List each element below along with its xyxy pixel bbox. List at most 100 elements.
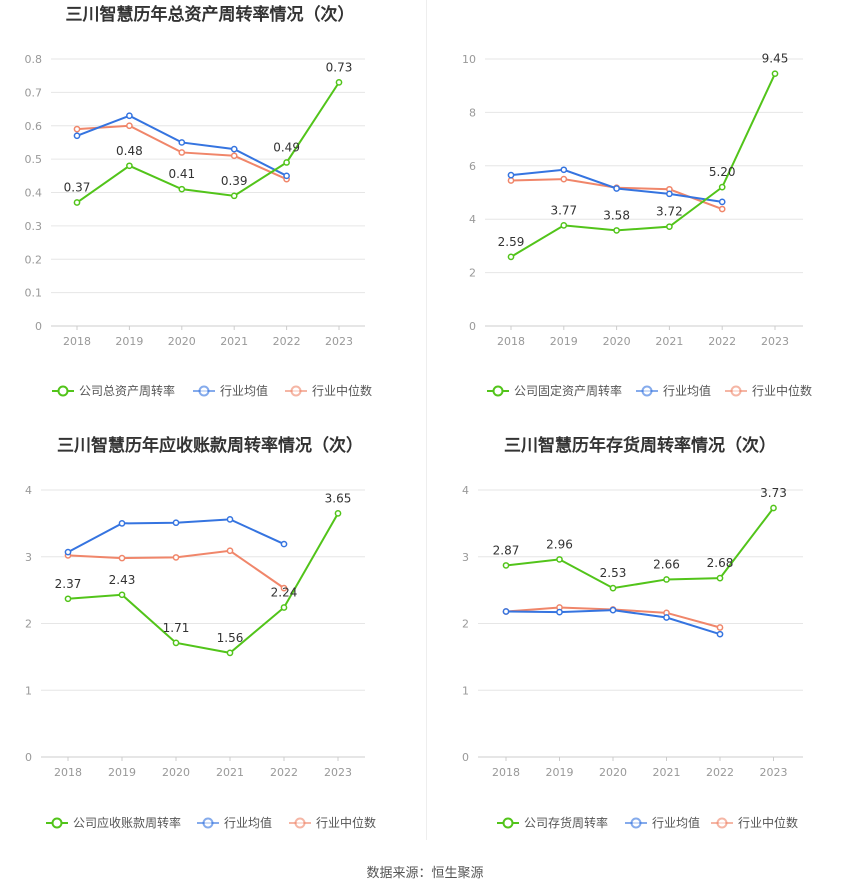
y-tick-label: 3 — [25, 551, 32, 564]
data-label: 3.77 — [550, 203, 577, 217]
legend-item-company[interactable]: 公司应收账款周转率 — [46, 815, 181, 830]
x-tick-label: 2022 — [706, 766, 734, 779]
x-tick-label: 2018 — [63, 335, 91, 348]
chart-receivables-turnover: 三川智慧历年应收账款周转率情况（次） 0 1 2 3 4 2018 2019 2020 2021 2… — [25, 435, 376, 830]
data-point-company — [283, 159, 290, 166]
legend-item-median[interactable]: 行业中位数 — [285, 383, 372, 398]
data-point-company — [613, 227, 620, 234]
data-point-median — [73, 125, 81, 133]
data-point-company — [178, 185, 186, 193]
x-tick-label: 2018 — [492, 766, 520, 779]
x-tick-label: 2020 — [168, 335, 196, 348]
x-tick-label: 2021 — [655, 335, 683, 348]
data-point-median — [560, 175, 568, 183]
data-point-company — [560, 221, 568, 229]
data-point-median — [118, 554, 126, 562]
data-point-company — [718, 183, 726, 191]
data-point-avg — [502, 608, 510, 615]
legend-marker — [294, 817, 306, 829]
y-tick-label: 0.2 — [25, 253, 43, 266]
data-label: 2.59 — [498, 235, 525, 249]
legend-item-company[interactable]: 公司总资产周转率 — [52, 383, 175, 398]
legend-label: 行业均值 — [663, 383, 711, 398]
x-tick-label: 2023 — [325, 335, 353, 348]
y-tick-label: 6 — [469, 160, 476, 173]
vertical-divider — [426, 0, 427, 840]
y-tick-label: 0 — [462, 751, 469, 764]
y-tick-label: 10 — [462, 53, 476, 66]
data-label: 2.43 — [109, 573, 136, 587]
legend-label: 行业中位数 — [316, 815, 376, 830]
data-point-company — [771, 70, 779, 78]
y-tick-label: 1 — [25, 684, 32, 697]
y-tick-label: 0.3 — [25, 220, 43, 233]
chart-total-asset-turnover: 三川智慧历年总资产周转率情况（次） 0 0.1 0.2 0.3 0.4 0.5 0.6 0.7 0… — [25, 4, 373, 398]
data-point-avg — [663, 614, 670, 621]
series-line-company — [505, 507, 775, 590]
data-point-median — [230, 152, 238, 160]
data-point-company — [226, 649, 234, 657]
y-tick-label: 0 — [35, 320, 42, 333]
chart-title: 三川智慧历年应收账款周转率情况（次） — [57, 435, 363, 456]
legend-marker — [641, 385, 653, 397]
data-point-avg — [126, 112, 133, 120]
data-point-avg — [609, 606, 617, 614]
data-point-company — [334, 510, 342, 517]
y-tick-label: 0.4 — [25, 187, 43, 200]
data-label: 0.41 — [168, 167, 195, 181]
series-line-company — [76, 81, 340, 204]
data-label: 0.48 — [116, 144, 143, 158]
x-tick-label: 2020 — [599, 766, 627, 779]
y-tick-label: 2 — [469, 267, 476, 280]
data-point-company — [663, 576, 670, 583]
legend-label: 行业中位数 — [752, 383, 812, 398]
legend-item-company[interactable]: 公司存货周转率 — [497, 815, 608, 830]
data-point-avg — [172, 519, 180, 527]
series-line-avg — [505, 609, 721, 636]
data-point-company — [609, 584, 617, 592]
data-point-median — [718, 205, 726, 213]
data-point-avg — [73, 132, 81, 140]
x-tick-label: 2022 — [708, 335, 736, 348]
data-label: 2.68 — [707, 556, 734, 570]
data-point-median — [716, 624, 724, 631]
chart-inventory-turnover: 三川智慧历年存货周转率情况（次） 0 1 2 3 4 2018 2019 2020 2021 202… — [462, 435, 803, 830]
data-point-company — [126, 162, 133, 170]
legend-item-avg[interactable]: 行业均值 — [193, 383, 268, 398]
data-point-avg — [560, 166, 568, 174]
y-tick-label: 8 — [469, 106, 476, 119]
legend-item-median[interactable]: 行业中位数 — [725, 383, 812, 398]
legend-marker — [630, 817, 642, 829]
legend-item-avg[interactable]: 行业均值 — [197, 815, 272, 830]
data-point-avg — [718, 198, 726, 206]
data-point-company — [502, 562, 510, 569]
legend-marker — [290, 385, 302, 397]
data-label: 0.49 — [273, 140, 300, 154]
data-label: 0.39 — [221, 174, 248, 188]
y-tick-label: 4 — [469, 213, 476, 226]
data-point-company — [507, 253, 515, 261]
y-tick-label: 0.1 — [25, 287, 43, 300]
legend-label: 行业均值 — [220, 383, 268, 398]
x-tick-label: 2021 — [220, 335, 248, 348]
data-label: 2.96 — [546, 537, 573, 551]
data-point-avg — [230, 145, 238, 153]
y-tick-label: 0.5 — [25, 153, 43, 166]
x-tick-label: 2020 — [162, 766, 190, 779]
legend-item-company[interactable]: 公司固定资产周转率 — [487, 383, 622, 398]
x-tick-label: 2019 — [115, 335, 143, 348]
y-tick-label: 0.6 — [25, 120, 43, 133]
data-point-avg — [64, 548, 72, 556]
legend-item-avg[interactable]: 行业均值 — [625, 815, 700, 830]
legend-marker — [502, 817, 514, 829]
x-tick-label: 2019 — [108, 766, 136, 779]
data-point-avg — [613, 185, 620, 192]
x-tick-label: 2021 — [216, 766, 244, 779]
legend-item-median[interactable]: 行业中位数 — [711, 815, 798, 830]
legend-item-avg[interactable]: 行业均值 — [636, 383, 711, 398]
x-tick-label: 2020 — [603, 335, 631, 348]
chart-title: 三川智慧历年总资产周转率情况（次） — [66, 4, 355, 25]
legend-label: 行业均值 — [652, 815, 700, 830]
y-tick-label: 0.8 — [25, 53, 43, 66]
legend-item-median[interactable]: 行业中位数 — [289, 815, 376, 830]
